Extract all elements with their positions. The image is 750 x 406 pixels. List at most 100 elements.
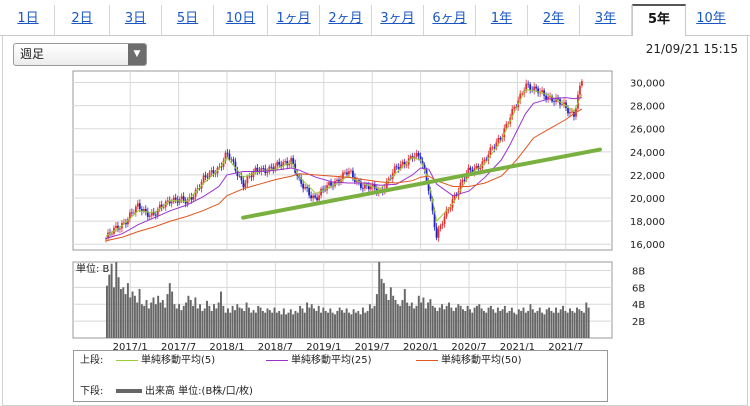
candle-body xyxy=(198,188,201,189)
volume-bar xyxy=(168,283,171,338)
candle-body xyxy=(154,214,157,216)
volume-bar xyxy=(406,302,409,338)
volume-bar xyxy=(257,305,260,338)
volume-bar xyxy=(317,305,320,338)
tab-1[interactable]: 1日 xyxy=(2,5,55,35)
volume-bar xyxy=(389,287,392,338)
volume-bar xyxy=(345,308,348,338)
volume-bar xyxy=(441,304,444,338)
candle-body xyxy=(148,215,151,217)
volume-bar xyxy=(140,304,143,338)
volume-bar xyxy=(126,283,129,338)
x-tick-label: 2018/1 xyxy=(209,342,244,353)
volume-bar xyxy=(506,312,509,338)
volume-bar xyxy=(555,307,558,338)
volume-bar xyxy=(478,304,481,338)
tab-14[interactable]: 10年 xyxy=(696,11,726,26)
volume-bar xyxy=(534,312,537,338)
candle-period-select[interactable]: 週足 ▼ xyxy=(13,43,147,66)
volume-bar xyxy=(152,297,155,338)
volume-bar xyxy=(494,312,497,338)
candle-body xyxy=(284,161,287,163)
candle-body xyxy=(244,183,247,188)
candle-body xyxy=(214,173,217,175)
candle-body xyxy=(308,188,311,196)
tab-7[interactable]: 2ヶ月 xyxy=(320,5,372,35)
candle-body xyxy=(563,102,565,105)
candle-body xyxy=(359,181,362,188)
legend-ma25-label: 単純移動平均(25) xyxy=(291,355,372,366)
tab-4[interactable]: 5日 xyxy=(162,5,214,35)
tab-6[interactable]: 1ヶ月 xyxy=(268,5,320,35)
candle-body xyxy=(348,171,350,175)
candle-body xyxy=(483,159,486,162)
chart-legend: 上段: 単純移動平均(5) 単純移動平均(25) 単純移動平均(50) 下段: … xyxy=(73,350,608,402)
price-tick-label: 18,000 xyxy=(630,217,665,228)
candle-body xyxy=(272,167,275,171)
volume-bar xyxy=(143,305,146,338)
volume-bar xyxy=(252,310,255,338)
volume-bar xyxy=(278,310,281,338)
candle-body xyxy=(479,168,482,170)
candle-body xyxy=(461,179,464,183)
candle-body xyxy=(266,171,269,174)
volume-bar xyxy=(573,312,576,338)
candle-period-value: 週足 xyxy=(20,47,45,61)
tab-10[interactable]: 1年 xyxy=(476,5,528,35)
candle-body xyxy=(158,204,161,210)
candle-body xyxy=(262,168,265,169)
volume-bar xyxy=(329,308,332,338)
candle-body xyxy=(417,153,420,157)
candle-body xyxy=(505,123,508,129)
volume-bar xyxy=(469,309,471,338)
volume-bar xyxy=(434,307,437,338)
volume-bar xyxy=(455,307,457,338)
candle-body xyxy=(481,161,484,169)
candle-body xyxy=(192,196,195,200)
candle-body xyxy=(579,85,581,95)
price-tick-label: 16,000 xyxy=(630,240,665,251)
volume-bar xyxy=(166,294,169,338)
volume-bar xyxy=(294,310,297,338)
tab-2[interactable]: 2日 xyxy=(55,5,110,35)
volume-bar xyxy=(408,305,411,338)
candle-body xyxy=(419,156,422,162)
volume-bar xyxy=(576,307,578,338)
volume-bar xyxy=(322,307,325,338)
volume-bar xyxy=(245,302,248,338)
volume-bar xyxy=(503,305,506,338)
volume-bar xyxy=(208,305,211,338)
volume-bar xyxy=(571,310,574,338)
volume-bar xyxy=(215,308,218,338)
candle-body xyxy=(453,194,456,200)
tab-9[interactable]: 6ヶ月 xyxy=(424,5,476,35)
legend-volume: 出来高 単位:(B株/口/枚) xyxy=(116,385,253,399)
x-tick-label: 2021/1 xyxy=(500,342,535,353)
candle-body xyxy=(234,161,237,171)
tab-12[interactable]: 3年 xyxy=(580,5,632,35)
tab-13[interactable]: 5年 xyxy=(632,4,686,37)
candle-body xyxy=(142,208,145,212)
volume-tick-label: 6B xyxy=(632,283,645,294)
candle-body xyxy=(581,81,583,86)
tab-8[interactable]: 3ヶ月 xyxy=(372,5,424,35)
volume-bar xyxy=(254,312,257,338)
candle-body xyxy=(571,111,573,113)
tab-3[interactable]: 3日 xyxy=(110,5,162,35)
volume-bar xyxy=(327,312,329,338)
volume-bar xyxy=(227,308,229,338)
candle-body xyxy=(328,182,330,186)
candle-body xyxy=(238,175,241,177)
tab-11[interactable]: 2年 xyxy=(528,5,580,35)
candle-body xyxy=(252,171,255,178)
candle-body xyxy=(371,184,374,187)
volume-bar xyxy=(489,305,492,338)
chevron-down-icon[interactable]: ▼ xyxy=(128,44,146,65)
volume-bar xyxy=(375,294,378,338)
candle-body xyxy=(363,184,366,189)
candle-body xyxy=(180,196,183,200)
volume-bar xyxy=(415,305,418,338)
volume-bar xyxy=(150,302,153,338)
volume-bar xyxy=(466,305,469,338)
tab-5[interactable]: 10日 xyxy=(214,5,268,35)
